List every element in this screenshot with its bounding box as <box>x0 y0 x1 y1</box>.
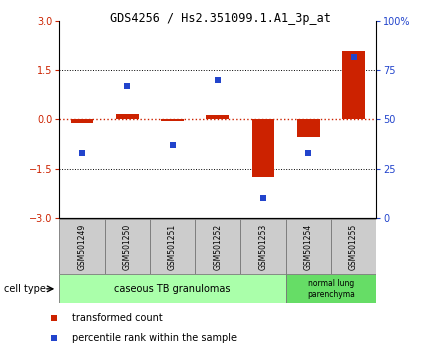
Text: caseous TB granulomas: caseous TB granulomas <box>114 284 231 294</box>
Bar <box>286 274 376 303</box>
Text: GSM501253: GSM501253 <box>259 224 268 270</box>
Text: GSM501249: GSM501249 <box>77 224 87 270</box>
Text: transformed count: transformed count <box>72 313 162 322</box>
Bar <box>59 274 286 303</box>
Bar <box>252 119 275 177</box>
Bar <box>297 119 319 137</box>
Text: GSM501254: GSM501254 <box>304 224 313 270</box>
Text: GSM501252: GSM501252 <box>213 224 222 270</box>
Bar <box>240 219 286 274</box>
Bar <box>286 219 331 274</box>
Text: GDS4256 / Hs2.351099.1.A1_3p_at: GDS4256 / Hs2.351099.1.A1_3p_at <box>110 12 330 25</box>
Bar <box>59 219 105 274</box>
Bar <box>105 219 150 274</box>
Text: normal lung
parenchyma: normal lung parenchyma <box>307 279 355 298</box>
Text: GSM501251: GSM501251 <box>168 224 177 270</box>
Bar <box>161 119 184 121</box>
Text: percentile rank within the sample: percentile rank within the sample <box>72 333 237 343</box>
Bar <box>150 219 195 274</box>
Bar <box>331 219 376 274</box>
Bar <box>206 115 229 119</box>
Text: cell type: cell type <box>4 284 46 294</box>
Bar <box>342 51 365 119</box>
Bar <box>116 114 139 119</box>
Bar <box>71 119 93 124</box>
Text: GSM501250: GSM501250 <box>123 224 132 270</box>
Bar <box>195 219 240 274</box>
Text: GSM501255: GSM501255 <box>349 224 358 270</box>
